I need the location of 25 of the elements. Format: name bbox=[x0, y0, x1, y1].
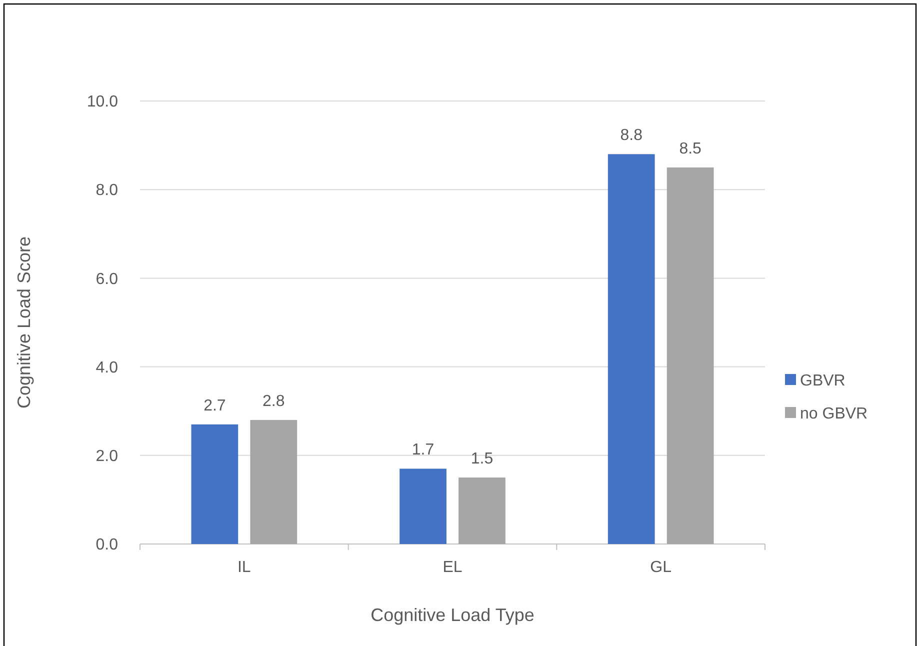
y-tick-label: 2.0 bbox=[96, 448, 118, 465]
data-label: 2.7 bbox=[204, 397, 226, 414]
bar bbox=[191, 424, 238, 544]
legend-label: GBVR bbox=[800, 372, 846, 390]
y-tick-label: 8.0 bbox=[96, 182, 118, 200]
data-label: 1.7 bbox=[412, 442, 434, 459]
x-tick-label: EL bbox=[442, 559, 462, 576]
y-tick-label: 4.0 bbox=[96, 359, 118, 376]
data-label: 8.8 bbox=[620, 127, 643, 144]
bar bbox=[458, 478, 506, 544]
y-tick-label: 10.0 bbox=[86, 94, 118, 111]
x-axis-title: Cognitive Load Type bbox=[370, 605, 534, 625]
y-tick-label: 6.0 bbox=[96, 270, 118, 288]
data-label: 8.5 bbox=[679, 140, 702, 158]
bar bbox=[608, 154, 655, 544]
x-tick-label: GL bbox=[650, 559, 672, 576]
data-label: 2.8 bbox=[262, 392, 285, 410]
x-tick-label: IL bbox=[237, 559, 251, 576]
legend-label: no GBVR bbox=[800, 406, 868, 423]
y-axis-title: Cognitive Load Score bbox=[14, 236, 34, 409]
data-label: 1.5 bbox=[470, 450, 494, 468]
bar bbox=[250, 420, 298, 544]
bar bbox=[400, 468, 446, 544]
y-tick-label: 0.0 bbox=[96, 536, 118, 554]
bar bbox=[666, 167, 714, 544]
